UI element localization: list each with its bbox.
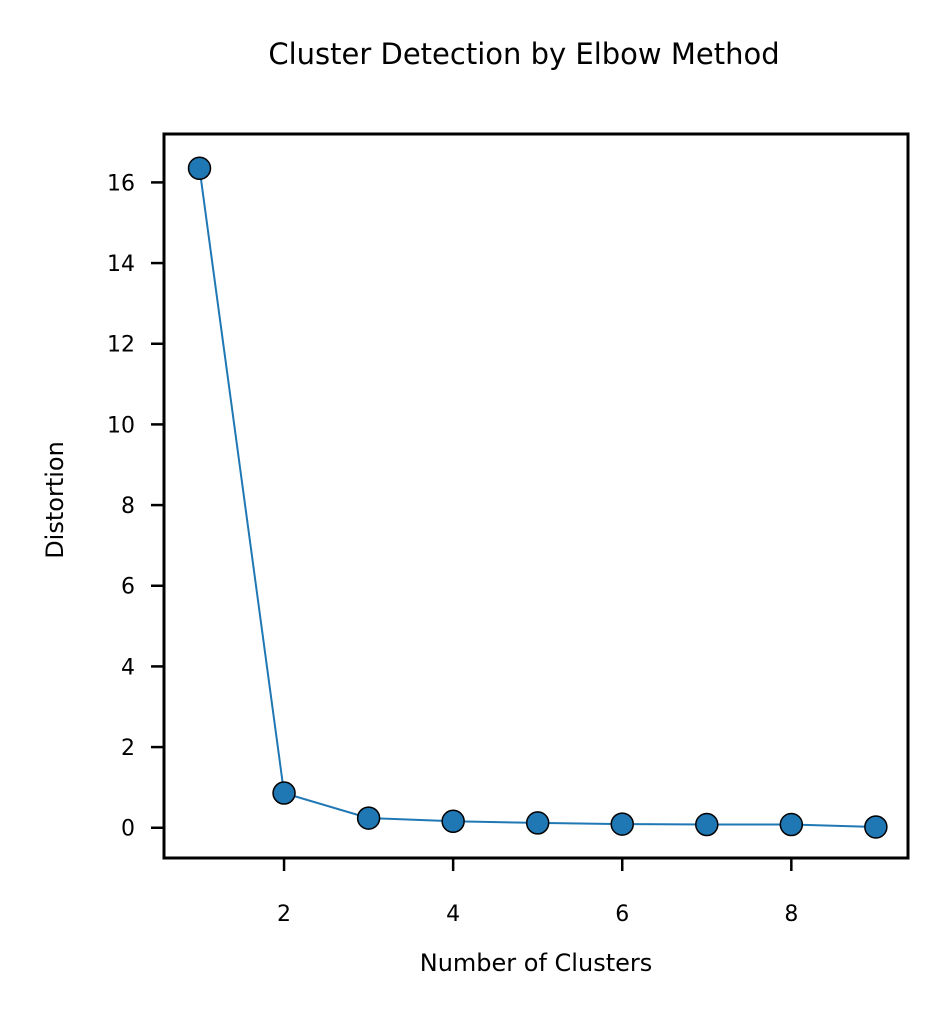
data-point — [779, 812, 804, 837]
y-tick-label: 16 — [107, 171, 135, 196]
data-point — [695, 812, 719, 837]
y-axis-label: Distortion — [41, 441, 69, 559]
x-axis-ticks: 2 4 6 8 — [277, 858, 798, 927]
plot-area — [164, 134, 908, 858]
y-tick-label: 6 — [121, 575, 135, 600]
data-point — [441, 809, 465, 834]
data-point — [272, 781, 296, 805]
x-axis-label: Number of Clusters — [420, 949, 653, 977]
y-tick-label: 4 — [121, 655, 135, 680]
y-tick-label: 14 — [107, 252, 135, 277]
x-tick-label: 4 — [446, 902, 460, 927]
data-point — [610, 812, 634, 836]
y-tick-label: 8 — [121, 494, 135, 519]
data-point — [356, 806, 381, 830]
x-tick-label: 6 — [615, 902, 629, 927]
data-point — [525, 811, 550, 835]
data-point — [864, 815, 888, 839]
y-tick-label: 12 — [107, 333, 135, 358]
axes-frame — [162, 132, 910, 860]
y-axis-ticks: 0 2 4 6 8 10 12 14 16 — [107, 171, 164, 842]
data-points — [187, 156, 888, 839]
x-tick-label: 8 — [784, 902, 798, 927]
chart-title: Cluster Detection by Elbow Method — [268, 37, 779, 71]
data-point — [187, 156, 212, 181]
y-tick-label: 10 — [107, 413, 135, 438]
y-tick-label: 0 — [121, 817, 135, 842]
x-tick-label: 2 — [277, 902, 291, 927]
y-tick-label: 2 — [121, 736, 135, 761]
